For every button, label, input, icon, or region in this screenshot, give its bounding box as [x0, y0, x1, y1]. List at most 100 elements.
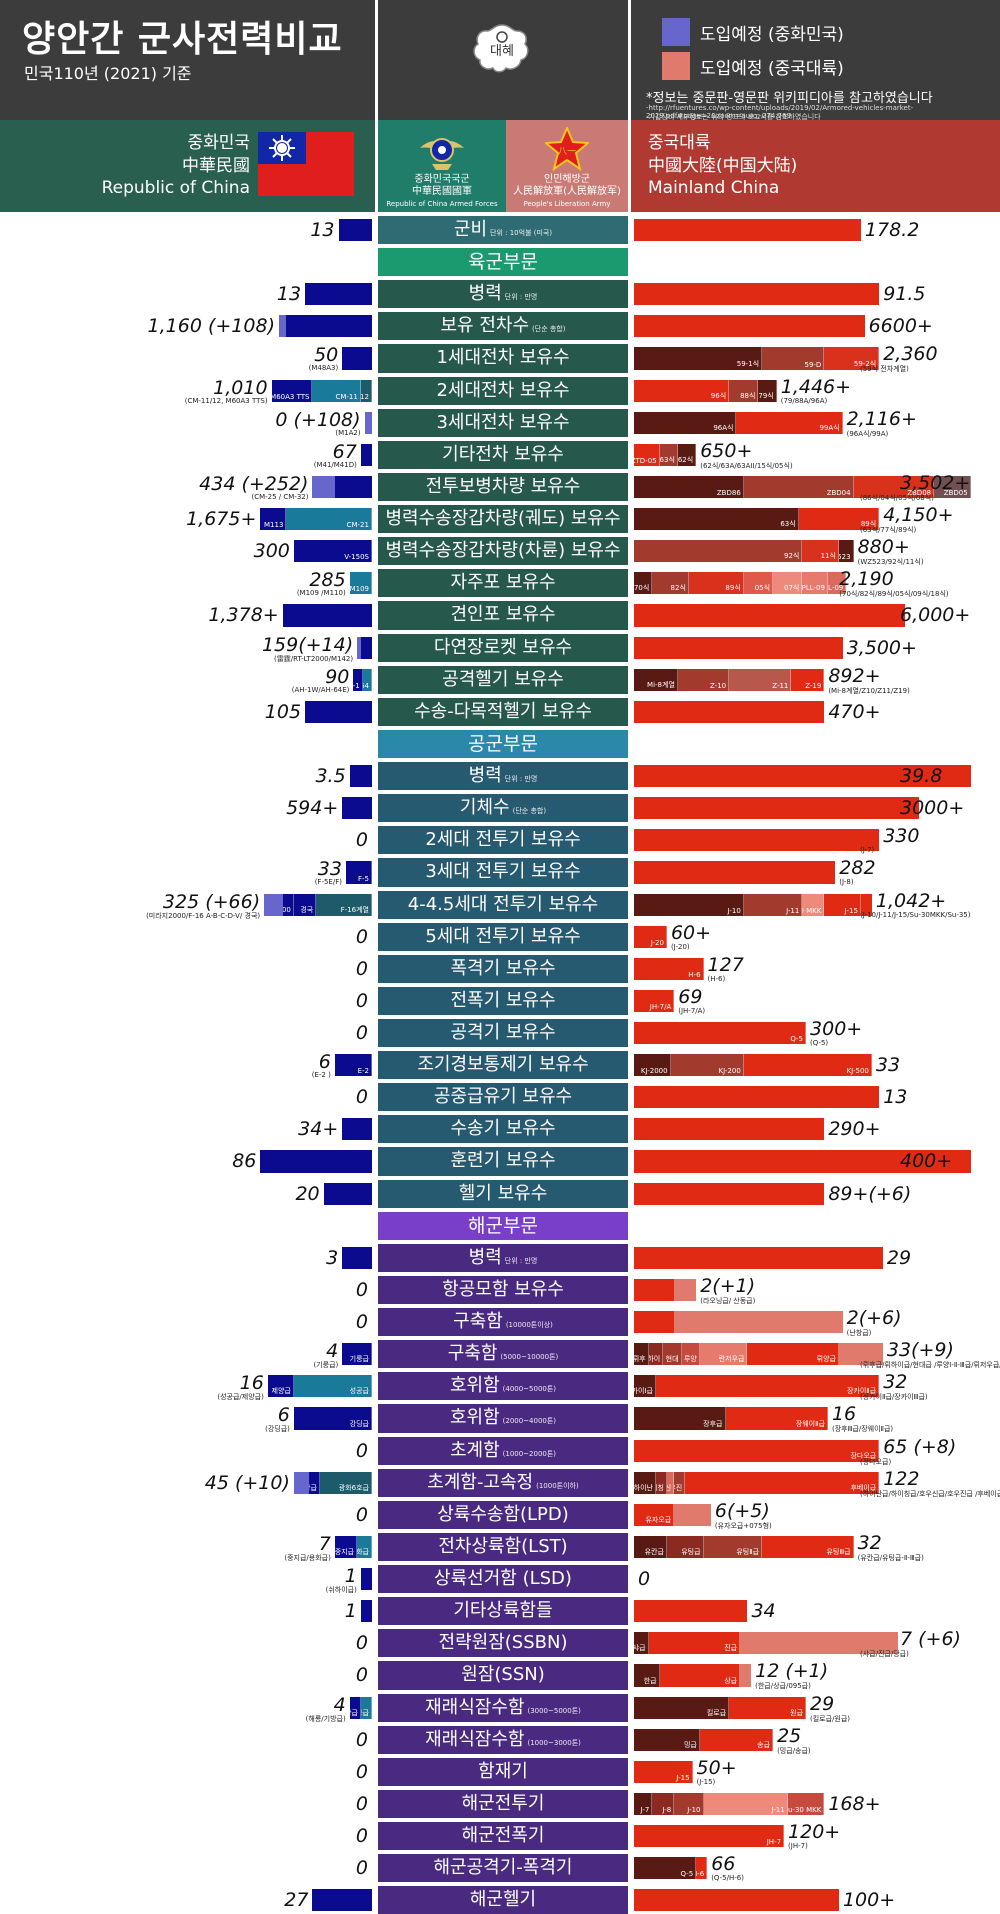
- prc-note: (J-8): [839, 878, 854, 887]
- prc-value: 66: [711, 1853, 736, 1876]
- prc-note: (뤼후급/뤼하이급/현대급 /루양Ⅰ-Ⅱ-Ⅲ급/뤼저우급/란저우급 ): [860, 1361, 1000, 1370]
- source-note: *정보는 중문판-영문판 위키피디아를 참고하였습니다: [646, 91, 933, 106]
- prc-bar-segment: KJ-500: [743, 1054, 872, 1077]
- prc-note: (장카이Ⅱ급/장카이Ⅲ급): [860, 1393, 928, 1402]
- prc-note: (J-10/J-11/J-15/Su-30MKK/Su-35): [860, 910, 971, 919]
- prc-segment-label: 장카이Ⅰ급: [634, 1387, 653, 1396]
- prc-bar-segment: 09식 PLL-09: [802, 572, 828, 595]
- roc-value: 3: [326, 1246, 339, 1269]
- prc-note: (H-6): [707, 974, 726, 983]
- legend-prc: 도입예정 (중국대륙): [700, 59, 844, 79]
- row-label-text: 2세대전차 보유수: [436, 379, 570, 401]
- prc-segment-label: ZBD05: [943, 489, 968, 498]
- roc-segment-label: 제양급: [271, 1387, 291, 1396]
- row-label-text: 헬기 보유수: [458, 1182, 548, 1204]
- prc-bar-segment: 62식: [677, 443, 697, 466]
- prc-value: 1,446+: [780, 375, 852, 398]
- prc-segment-label: Z-10: [710, 681, 727, 690]
- prc-note: (샤급/진급/당급): [860, 1650, 909, 1659]
- prc-segment-label: 유팅Ⅱ급: [736, 1548, 760, 1557]
- prc-segment-label: 후베이급: [850, 1483, 877, 1492]
- prc-bar-segment: J-15: [824, 893, 861, 916]
- prc-segment-label: 09식 PCL-09: [828, 584, 844, 593]
- prc-segment-label: 07식: [783, 584, 800, 593]
- roc-bar: [360, 1568, 372, 1591]
- prc-bar-segment: Z-19: [791, 668, 825, 691]
- roc-bar-segment: 퉈장급: [308, 1471, 320, 1494]
- prc-bar-segment: 현대: [663, 1343, 682, 1366]
- prc-segment-label: 란저우급: [718, 1355, 745, 1364]
- row-label: 기체수 (단순 총합): [378, 794, 628, 823]
- roc-value: 6: [318, 1051, 331, 1074]
- prc-bar-segment: J-15: [634, 1760, 693, 1783]
- roc-value: 0: [355, 1632, 368, 1655]
- prc-bar-segment: Su-30 MKK: [802, 893, 825, 916]
- roc-value: 0: [355, 925, 368, 948]
- roc-bar: F-5: [345, 861, 372, 884]
- prc-bar: [634, 1600, 748, 1623]
- row-label-text: 초계함: [449, 1439, 500, 1461]
- prc-bar-segment: Z-11: [729, 668, 792, 691]
- row-unit: 단위 : 만명: [504, 293, 538, 302]
- prc-value: 50+: [696, 1756, 737, 1779]
- prc-value: 13: [883, 1086, 908, 1109]
- roc-segment-label: F-5: [357, 874, 369, 883]
- prc-segment-label: 유팅급: [681, 1548, 701, 1557]
- row-label-text: 상륙수송함(LPD): [437, 1503, 569, 1525]
- roc-value: 86: [232, 1150, 257, 1173]
- row-label-text: 전투보병차량 보유수: [425, 475, 581, 497]
- prc-segment-label: 한급: [643, 1676, 657, 1685]
- roc-bar-segment: 제양급: [267, 1375, 294, 1398]
- prc-segment-label: 79식: [758, 391, 774, 400]
- prc-segment-label: Z-11: [772, 681, 789, 690]
- prc-segment-label: 70식: [634, 584, 650, 593]
- row-label-text: 견인포 보유수: [450, 604, 556, 626]
- source-link-2: -기갑장비 세부정보는 위의 링크의 보고서를 참조하였습니다: [646, 113, 821, 121]
- prc-value: 4,150+: [883, 504, 954, 527]
- row-label-text: 폭격기 보유수: [450, 957, 556, 979]
- roc-bar-segment: E-2: [334, 1054, 372, 1077]
- row-label: 3세대전차 보유수: [378, 408, 628, 437]
- roc-note: (미라지2000/F-16 A-B-C-D-V/ 경국): [146, 911, 261, 920]
- row-label: 초계함-고속정 (1000톤이하): [378, 1468, 628, 1497]
- row-label-text: 훈련기 보유수: [450, 1150, 556, 1172]
- roc-segment-label: M109: [349, 585, 369, 594]
- prc-bar: [634, 829, 880, 852]
- row-label: 원잠(SSN): [378, 1661, 628, 1690]
- row-label-text: 3세대 전투기 보유수: [425, 861, 581, 883]
- prc-note: (79/88A/96A): [780, 396, 828, 405]
- row-label: 해군전투기: [378, 1789, 628, 1818]
- prc-bar-segment: WZ523: [838, 540, 854, 563]
- prc-segment-label: 11식: [820, 552, 836, 561]
- row-label-text: 병력수송장갑차량(궤도) 보유수: [385, 508, 621, 530]
- row-label: 병력 단위 : 만명: [378, 762, 628, 791]
- roc-value: 0: [355, 1311, 368, 1334]
- prc-segment-label: 59-D: [804, 360, 822, 369]
- prc-bar-segment: JH-7: [634, 1825, 785, 1848]
- prc-bar-segment: 유팅Ⅱ급: [703, 1535, 763, 1559]
- roc-bar: [338, 219, 372, 242]
- prc-planned-bar: [740, 1632, 898, 1655]
- roc-note: (쉬하이급): [325, 1586, 357, 1595]
- prc-segment-label: 89식: [860, 520, 877, 529]
- prc-bar-segment: ZBD04: [743, 475, 854, 499]
- row-label: 병력수송장갑차량(차륜) 보유수: [378, 537, 628, 566]
- prc-note: (유자오급+075형): [714, 1521, 772, 1530]
- prc-segment-label: 송급: [757, 1740, 771, 1749]
- row-label-text: 재래식잠수함: [425, 1728, 525, 1750]
- prc-value: 34: [751, 1600, 776, 1623]
- prc-bar-segment: 유팅Ⅲ급: [762, 1535, 854, 1559]
- row-label-text: 5세대 전투기 보유수: [425, 925, 581, 947]
- roc-bar-segment: V-150S: [293, 540, 372, 563]
- row-label: 견인포 보유수: [378, 601, 628, 630]
- prc-note: (70식/82식/89식/05식/09식/18식): [839, 590, 949, 599]
- roc-bar: [342, 1118, 372, 1141]
- prc-bar: [634, 219, 861, 242]
- prc-bar: [634, 1246, 883, 1269]
- prc-value: 3,500+: [846, 636, 917, 659]
- row-unit: (10000톤이상): [505, 1321, 553, 1330]
- prc-bar: [634, 1311, 675, 1334]
- prc-value: 127: [707, 953, 744, 976]
- prc-bar: H-6: [634, 957, 704, 980]
- prc-value: 7 (+6): [900, 1628, 961, 1651]
